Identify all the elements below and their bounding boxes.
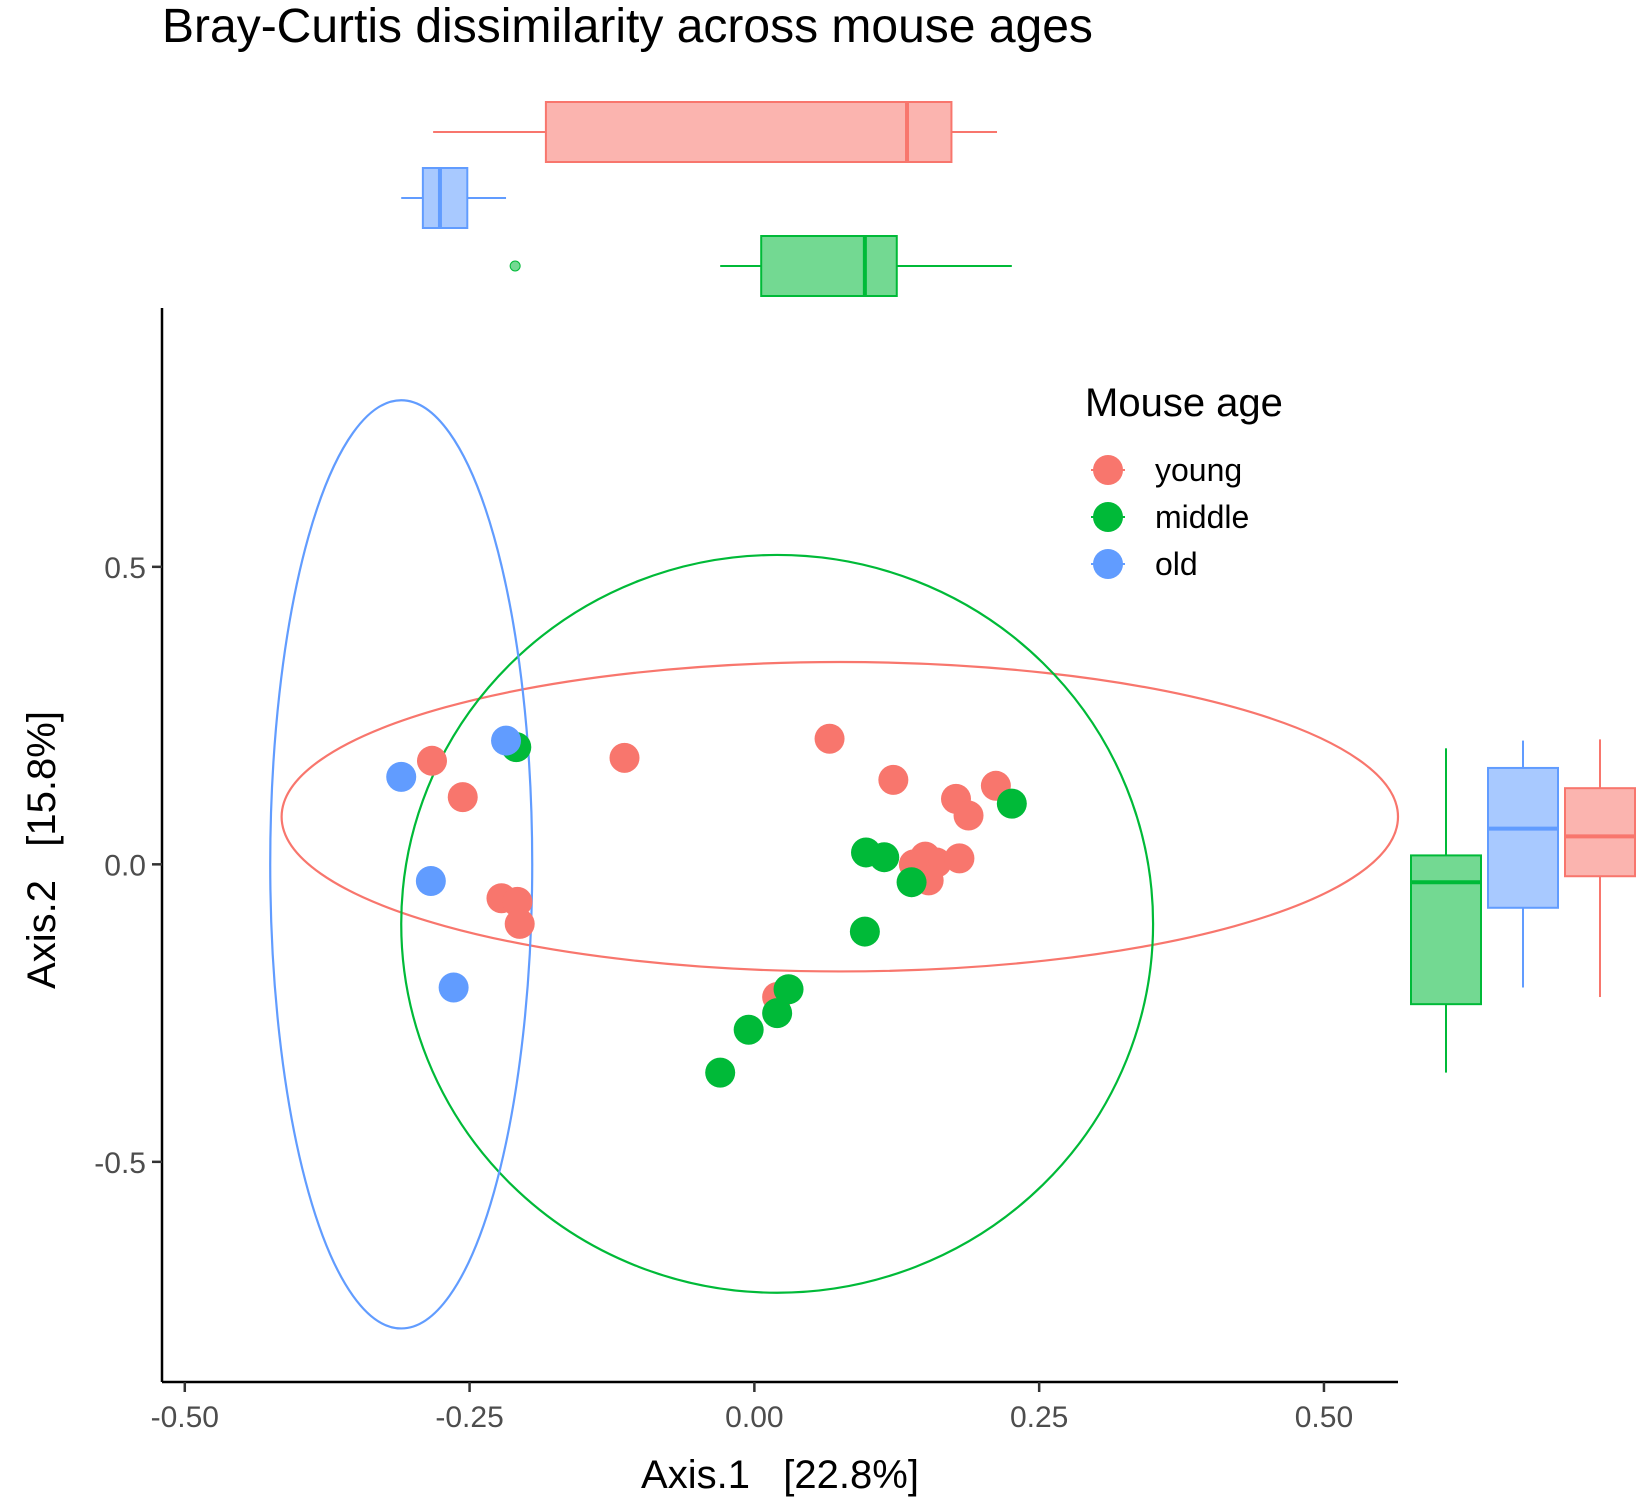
point-old (438, 972, 469, 1003)
point-old (386, 761, 417, 792)
y-tick-label: 0.0 (104, 849, 146, 882)
box-right-old (1487, 766, 1559, 909)
x-tick-label: -0.25 (435, 1401, 503, 1434)
ellipse-young (280, 660, 1400, 973)
point-middle (869, 842, 900, 873)
x-tick-label: -0.50 (151, 1401, 219, 1434)
point-old (415, 865, 446, 896)
y-axis-title: Axis.2 [15.8%] (20, 711, 64, 989)
box-top-middle (760, 235, 898, 297)
point-middle (762, 998, 793, 1029)
point-young (502, 886, 533, 917)
point-old (491, 725, 522, 756)
y-tick-label: -0.5 (94, 1147, 146, 1180)
point-middle (705, 1057, 736, 1088)
point-middle (996, 788, 1027, 819)
point-middle (773, 974, 804, 1005)
legend-key-young (1093, 455, 1123, 485)
point-young (953, 800, 984, 831)
point-young (416, 745, 447, 776)
legend: Mouse age young middle old (1085, 381, 1283, 582)
point-middle (849, 916, 880, 947)
data-points (386, 723, 1027, 1088)
box-top-outlier-middle (509, 260, 521, 272)
confidence-ellipses (269, 399, 1400, 1330)
right-marginal-boxplots (1410, 739, 1636, 1073)
point-young (878, 764, 909, 795)
legend-key-middle (1093, 502, 1123, 532)
point-middle (733, 1014, 764, 1045)
point-young (504, 908, 535, 939)
legend-label-middle: middle (1155, 499, 1249, 535)
box-right-middle (1410, 854, 1482, 1006)
point-young (447, 782, 478, 813)
legend-label-young: young (1155, 452, 1242, 488)
point-young (814, 723, 845, 754)
legend-title: Mouse age (1085, 381, 1283, 425)
box-top-old (421, 167, 469, 229)
y-tick-label: 0.5 (104, 552, 146, 585)
point-young (609, 742, 640, 773)
box-right-young (1564, 787, 1636, 878)
y-axis-ticks: 0.5 0.0 -0.5 (94, 552, 162, 1180)
x-tick-label: 0.25 (1010, 1401, 1068, 1434)
x-tick-label: 0.00 (725, 1401, 783, 1434)
x-axis-ticks: -0.50 -0.25 0.00 0.25 0.50 (151, 1382, 1353, 1434)
ellipse-middle (400, 553, 1155, 1294)
point-young (944, 843, 975, 874)
x-axis-title: Axis.1 [22.8%] (641, 1453, 919, 1497)
point-middle (896, 867, 927, 898)
top-marginal-boxplots (401, 101, 1012, 297)
chart-title: Bray-Curtis dissimilarity across mouse a… (162, 0, 1093, 53)
box-top-young (544, 101, 953, 163)
legend-label-old: old (1155, 546, 1198, 582)
ellipse-old (269, 399, 534, 1330)
legend-key-old (1093, 549, 1123, 579)
x-tick-label: 0.50 (1295, 1401, 1353, 1434)
